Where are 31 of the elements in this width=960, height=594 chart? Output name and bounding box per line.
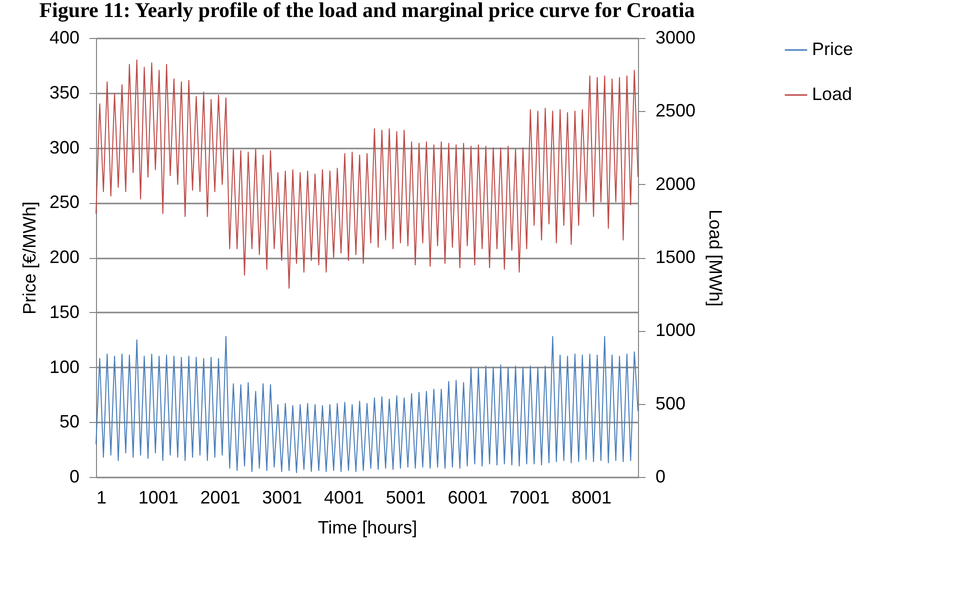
y2-tick-label: 3000 <box>656 28 696 48</box>
y-tick-label: 400 <box>49 28 80 48</box>
y2-tick-label: 0 <box>656 466 666 486</box>
y-tick-label: 350 <box>49 82 80 102</box>
y2-tick-label: 500 <box>656 393 686 414</box>
legend-label: Price <box>812 39 854 59</box>
x-tick-label: 3001 <box>262 488 302 508</box>
y-tick-label: 300 <box>49 137 80 158</box>
x-tick-label: 1 <box>96 488 107 508</box>
x-tick-label: 5001 <box>386 488 426 508</box>
y-axis-title: Price [€/MWh] <box>19 201 40 315</box>
x-tick-label: 7001 <box>510 488 550 508</box>
y-tick-label: 250 <box>49 192 80 212</box>
x-axis-title: Time [hours] <box>318 518 418 538</box>
y2-tick-label: 2500 <box>656 100 696 121</box>
legend-label: Load <box>812 84 852 104</box>
y-tick-label: 50 <box>59 412 80 432</box>
x-tick-label: 8001 <box>572 488 612 508</box>
y2-axis-title: Load [MWh] <box>706 209 726 307</box>
y2-tick-label: 1500 <box>656 247 696 267</box>
y2-tick-label: 1000 <box>656 320 696 340</box>
y-tick-label: 0 <box>69 466 80 486</box>
y2-tick-label: 2000 <box>656 174 696 194</box>
chart-title: Figure 11: Yearly profile of the load and marginal price curve for Croatia <box>39 0 696 22</box>
x-tick-label: 6001 <box>448 488 488 508</box>
y-tick-label: 100 <box>49 356 80 377</box>
y-tick-label: 150 <box>49 302 80 322</box>
x-tick-label: 1001 <box>138 488 178 508</box>
x-tick-label: 4001 <box>324 488 364 508</box>
x-tick-label: 2001 <box>200 488 240 508</box>
y-tick-label: 200 <box>49 247 80 267</box>
